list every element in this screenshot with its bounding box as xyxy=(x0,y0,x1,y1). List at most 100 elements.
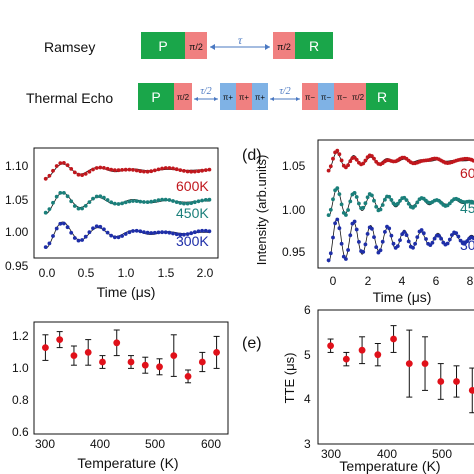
data-point-300K xyxy=(134,228,139,233)
echo-arrowhead-2b xyxy=(296,97,300,101)
data-point-450K xyxy=(145,200,150,205)
data-point-450K xyxy=(361,205,366,210)
data-point-300K xyxy=(439,236,443,241)
data-point-300K xyxy=(102,227,106,232)
top-left-ytick-3: 1.00 xyxy=(5,225,29,239)
data-point-450K xyxy=(156,198,161,203)
data-point-300K xyxy=(152,230,157,235)
data-point xyxy=(84,349,92,356)
data-point-300K xyxy=(43,245,48,250)
data-point-450K xyxy=(127,199,132,204)
data-point-450K xyxy=(167,198,172,202)
data-point-450K xyxy=(112,201,117,206)
ramsey-readout-label: R xyxy=(309,38,319,54)
data-point-300K xyxy=(149,231,154,235)
bottom-right-frame xyxy=(317,309,474,445)
data-point-600K xyxy=(123,167,128,172)
data-point-450K xyxy=(383,197,387,202)
data-point xyxy=(113,339,121,347)
data-point-300K xyxy=(167,230,172,235)
data-point-600K xyxy=(47,173,52,178)
data-point-600K xyxy=(200,168,205,173)
data-point-450K xyxy=(413,204,417,208)
bottom-right-xlabel: Temperature (K) xyxy=(339,458,440,474)
data-point-450K xyxy=(80,206,84,211)
data-point-300K xyxy=(47,241,52,246)
data-point-450K xyxy=(43,210,48,215)
data-point-600K xyxy=(138,169,143,174)
data-point-300K xyxy=(352,219,357,224)
data-point-600K xyxy=(43,176,48,181)
top-left-frame xyxy=(33,147,219,259)
bottom-right-xtick-1: 300 xyxy=(321,447,341,461)
echo-readout-block xyxy=(366,83,398,110)
data-point-450K xyxy=(163,197,168,202)
ramsey-pump-block xyxy=(141,32,185,59)
bottom-left-ytick-3: 0.8 xyxy=(12,393,29,407)
ramsey-label: Ramsey xyxy=(44,39,95,55)
ramsey-free-evolution xyxy=(207,36,273,55)
data-point-450K xyxy=(331,197,335,202)
data-point-600K xyxy=(149,169,154,174)
data-point-300K xyxy=(192,230,197,235)
data-point-300K xyxy=(138,229,143,234)
data-point-300K xyxy=(207,229,212,234)
echo-pi-minus-pulse-3 xyxy=(334,83,350,110)
data-point-300K xyxy=(189,231,194,236)
data-point-600K xyxy=(163,166,168,170)
bottom-right-ytick-4: 3 xyxy=(304,437,311,451)
data-point-300K xyxy=(337,226,342,231)
data-point-300K xyxy=(62,221,66,226)
top-right-xtick-5: 8 xyxy=(467,274,474,288)
data-point-600K xyxy=(80,173,84,178)
ramsey-pi2-label-1: π/2 xyxy=(189,42,203,52)
data-point-450K xyxy=(471,200,474,205)
data-point-300K xyxy=(424,237,428,241)
data-point-300K xyxy=(380,239,385,244)
data-point-600K xyxy=(156,167,161,172)
data-point-450K xyxy=(365,195,370,200)
data-point-450K xyxy=(352,191,357,195)
bottom-left-xtick-2: 400 xyxy=(90,437,110,451)
data-point-300K xyxy=(123,232,128,236)
echo-pi-plus-pulse-2 xyxy=(236,83,252,110)
data-point-450K xyxy=(152,199,157,203)
bottom-right-xtick-2: 400 xyxy=(377,447,397,461)
data-point-450K xyxy=(134,199,139,204)
data-point-300K xyxy=(91,226,95,231)
echo-tau-half-label-2: τ/2 xyxy=(279,86,290,97)
data-point-450K xyxy=(65,194,70,199)
bottom-left-ytick-1: 1.2 xyxy=(12,329,29,343)
bottom-right-ylabel: TTE (μs) xyxy=(282,353,297,404)
data-point-600K xyxy=(102,166,106,170)
chart-marks xyxy=(42,148,474,414)
data-point-600K xyxy=(196,169,201,174)
data-point-600K xyxy=(58,161,63,166)
data-point xyxy=(141,361,149,369)
bottom-left-xtick-4: 600 xyxy=(201,437,221,451)
data-point-300K xyxy=(127,230,132,235)
data-point-600K xyxy=(131,168,135,172)
bottom-right-xtick-3: 500 xyxy=(432,447,452,461)
data-point-300K xyxy=(145,230,150,235)
data-point-450K xyxy=(94,194,99,199)
data-point-300K xyxy=(354,227,359,232)
bottom-left-panel: 1.2 1.0 0.8 0.6 300 400 500 600 Temperat… xyxy=(12,321,229,471)
data-point-300K xyxy=(163,230,168,235)
ramsey-pi2-pulse-1 xyxy=(185,32,207,59)
data-point xyxy=(170,352,178,359)
data-point-600K xyxy=(178,168,183,173)
data-point-450K xyxy=(363,201,368,206)
top-right-xtick-1: 0 xyxy=(330,274,337,288)
data-point-450K xyxy=(120,201,124,206)
bottom-right-panel: 6 5 4 3 300 400 500 Temperature (K) TTE … xyxy=(282,303,474,474)
data-point-450K xyxy=(109,200,114,205)
data-point-600K xyxy=(348,159,353,164)
data-point-450K xyxy=(69,199,74,204)
top-right-ytick-1: 1.05 xyxy=(282,159,306,173)
data-point-600K xyxy=(116,168,121,173)
echo-arrowhead-1a xyxy=(194,97,198,101)
echo-pi-plus-pulse-1 xyxy=(220,83,236,110)
data-point-300K xyxy=(72,236,77,240)
